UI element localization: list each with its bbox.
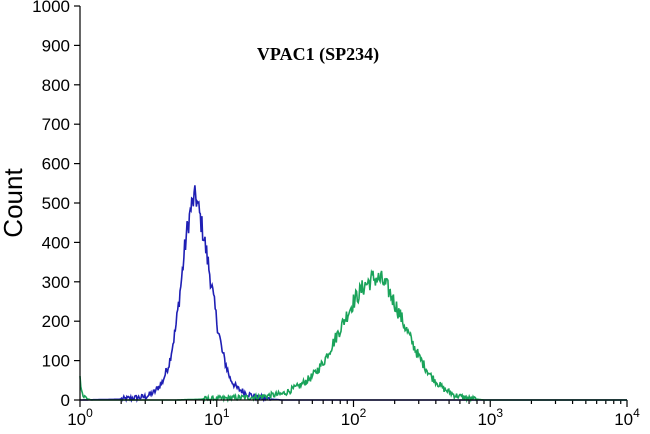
y-axis-ticks: 0 100 200 300 400 500 600 700 800 900 1000 xyxy=(32,0,80,410)
x-tick-label: 102 xyxy=(341,406,367,429)
y-tick-label: 400 xyxy=(42,233,70,252)
y-tick-label: 900 xyxy=(42,36,70,55)
y-axis-label: Count xyxy=(0,168,28,238)
y-tick-label: 300 xyxy=(42,273,70,292)
x-tick-label: 103 xyxy=(477,406,503,429)
blue-histogram-line xyxy=(80,185,627,404)
y-tick-label: 1000 xyxy=(32,0,70,16)
y-tick-label: 200 xyxy=(42,312,70,331)
y-tick-label: 500 xyxy=(42,194,70,213)
x-tick-label: 104 xyxy=(614,406,640,429)
x-axis-ticks: 100 101 102 103 104 xyxy=(67,400,640,429)
x-tick-label: 101 xyxy=(204,406,230,429)
y-tick-label: 0 xyxy=(61,391,70,410)
y-tick-label: 800 xyxy=(42,76,70,95)
y-tick-label: 100 xyxy=(42,352,70,371)
y-tick-label: 600 xyxy=(42,155,70,174)
y-tick-label: 700 xyxy=(42,115,70,134)
chart-title: VPAC1 (SP234) xyxy=(257,44,379,65)
x-tick-label: 100 xyxy=(67,406,93,429)
series-layer xyxy=(79,185,627,404)
